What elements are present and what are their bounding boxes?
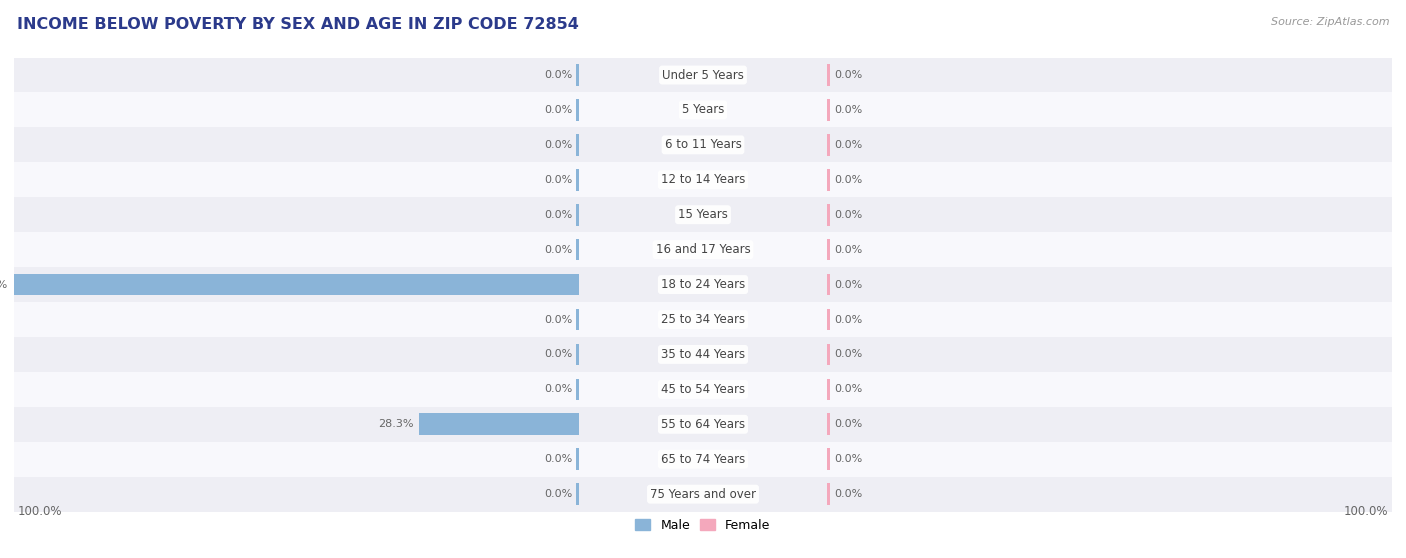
Bar [14,372,1392,407]
Text: 35 to 44 Years: 35 to 44 Years [661,348,745,361]
Text: 0.0%: 0.0% [544,454,572,464]
Bar [575,239,579,261]
Bar [827,449,831,470]
Text: 0.0%: 0.0% [834,454,862,464]
Bar [14,302,1392,337]
Text: 0.0%: 0.0% [544,315,572,325]
Bar [14,267,1392,302]
Bar [14,477,1392,512]
Bar [575,449,579,470]
Bar [14,198,1392,232]
Text: 0.0%: 0.0% [834,244,862,254]
Text: Under 5 Years: Under 5 Years [662,69,744,81]
Text: 55 to 64 Years: 55 to 64 Years [661,418,745,431]
Text: INCOME BELOW POVERTY BY SEX AND AGE IN ZIP CODE 72854: INCOME BELOW POVERTY BY SEX AND AGE IN Z… [17,17,579,32]
Bar [575,309,579,330]
Text: 0.0%: 0.0% [834,349,862,359]
Bar [14,232,1392,267]
Text: 0.0%: 0.0% [544,384,572,395]
Text: 0.0%: 0.0% [834,419,862,429]
Text: 0.0%: 0.0% [544,210,572,220]
Text: 100.0%: 100.0% [17,505,62,518]
Text: 45 to 54 Years: 45 to 54 Years [661,383,745,396]
Text: 0.0%: 0.0% [544,140,572,150]
Text: 15 Years: 15 Years [678,208,728,221]
Bar [575,64,579,86]
Text: 0.0%: 0.0% [544,244,572,254]
Text: 100.0%: 100.0% [1344,505,1389,518]
Bar [14,162,1392,198]
Bar [575,99,579,121]
Bar [827,274,831,295]
Bar [419,413,579,435]
Text: 28.3%: 28.3% [378,419,413,429]
Bar [14,274,579,295]
Bar [827,309,831,330]
Text: 0.0%: 0.0% [834,175,862,185]
Bar [575,344,579,365]
Text: 0.0%: 0.0% [544,175,572,185]
Text: 65 to 74 Years: 65 to 74 Years [661,453,745,466]
Bar [827,64,831,86]
Text: 5 Years: 5 Years [682,103,724,117]
Text: 0.0%: 0.0% [834,489,862,499]
Bar [14,57,1392,93]
Bar [14,93,1392,127]
Text: 0.0%: 0.0% [834,105,862,115]
Bar [575,483,579,505]
Bar [575,204,579,225]
Bar [827,99,831,121]
Text: 0.0%: 0.0% [834,384,862,395]
Bar [827,169,831,191]
Text: 0.0%: 0.0% [544,105,572,115]
Bar [575,169,579,191]
Text: 0.0%: 0.0% [834,280,862,290]
Text: 12 to 14 Years: 12 to 14 Years [661,174,745,186]
Legend: Male, Female: Male, Female [630,514,776,537]
Text: 100.0%: 100.0% [0,280,8,290]
Text: 0.0%: 0.0% [834,210,862,220]
Text: 25 to 34 Years: 25 to 34 Years [661,313,745,326]
Bar [14,442,1392,477]
Bar [827,413,831,435]
Text: 0.0%: 0.0% [544,489,572,499]
Bar [14,407,1392,442]
Text: 6 to 11 Years: 6 to 11 Years [665,138,741,151]
Text: 0.0%: 0.0% [544,70,572,80]
Bar [827,134,831,156]
Text: 0.0%: 0.0% [544,349,572,359]
Text: 18 to 24 Years: 18 to 24 Years [661,278,745,291]
Bar [827,239,831,261]
Bar [14,337,1392,372]
Text: 0.0%: 0.0% [834,315,862,325]
Text: 0.0%: 0.0% [834,70,862,80]
Bar [827,204,831,225]
Text: 75 Years and over: 75 Years and over [650,488,756,501]
Text: Source: ZipAtlas.com: Source: ZipAtlas.com [1271,17,1389,27]
Bar [575,134,579,156]
Text: 16 and 17 Years: 16 and 17 Years [655,243,751,256]
Bar [827,344,831,365]
Bar [827,378,831,400]
Bar [14,127,1392,162]
Bar [575,378,579,400]
Text: 0.0%: 0.0% [834,140,862,150]
Bar [827,483,831,505]
